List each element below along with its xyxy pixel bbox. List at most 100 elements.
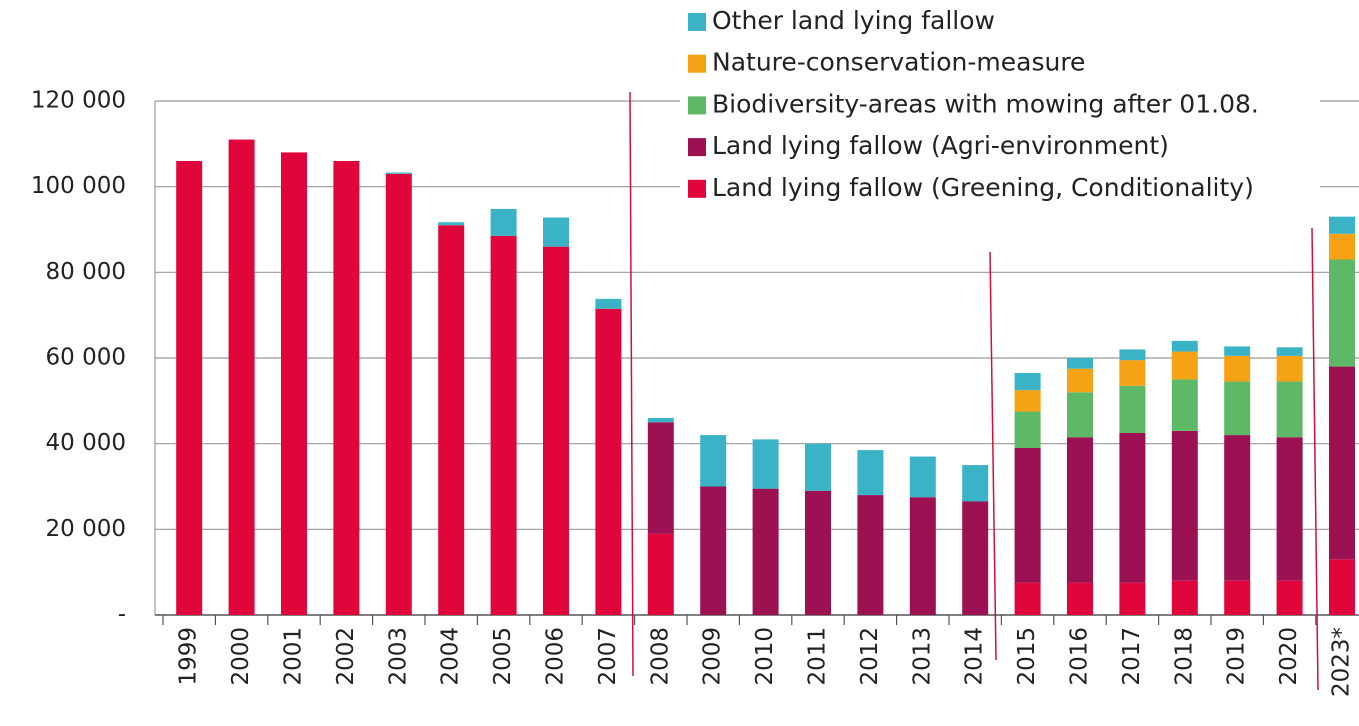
bar-segment [1014, 582, 1041, 615]
bar-segment [595, 298, 622, 309]
bar-segment [1329, 233, 1355, 260]
bar-segment [1119, 582, 1146, 615]
y-tick-label: 80 000 [46, 259, 126, 285]
bar-segment [1119, 432, 1146, 583]
bar-segment [647, 533, 674, 615]
bar-segment [1067, 392, 1093, 438]
x-tick-label: 2001 [281, 627, 307, 686]
x-tick-label: 2023* [1329, 627, 1355, 697]
bar-segment [543, 246, 569, 615]
bar-segment [438, 222, 465, 226]
bar-segment [385, 173, 412, 616]
bar-segment [700, 435, 727, 487]
legend-swatch [688, 13, 706, 31]
x-tick-label: 2007 [595, 627, 621, 686]
bar-segment [647, 417, 674, 423]
bar-segment [647, 422, 674, 534]
x-tick-label: 2017 [1119, 627, 1145, 686]
bar-segment [700, 486, 727, 615]
y-tick-label: 40 000 [46, 430, 126, 456]
bar-segment [805, 443, 831, 491]
x-tick-label: 2002 [333, 627, 359, 686]
y-tick-label: 60 000 [46, 345, 126, 371]
bar-segment [1067, 358, 1093, 369]
bar-segment [857, 495, 884, 615]
legend-swatch [688, 96, 706, 115]
x-tick-label: 2010 [752, 627, 778, 686]
x-tick-label: 2003 [385, 627, 411, 686]
bar-segment [1276, 580, 1303, 615]
bar-segment [543, 217, 569, 247]
bar-segment [1119, 360, 1146, 386]
bar-segment [1014, 372, 1041, 391]
y-tick-label: 20 000 [46, 516, 126, 542]
bar-segment [1329, 216, 1355, 234]
bar-segment [490, 235, 517, 616]
x-tick-label: 1999 [176, 627, 202, 686]
x-tick-label: 2000 [228, 627, 254, 686]
x-tick-label: 2004 [438, 627, 464, 686]
x-tick-label: 2019 [1224, 627, 1250, 686]
bar-segment [438, 225, 465, 615]
bar-segment [1329, 559, 1355, 615]
legend-swatch [688, 54, 706, 73]
x-tick-label: 2005 [490, 627, 516, 686]
legend-label: Land lying fallow (Greening, Conditional… [712, 173, 1254, 202]
bar-segment [1171, 379, 1198, 431]
x-tick-label: 2008 [647, 627, 673, 686]
bar-segment [1224, 355, 1251, 382]
bar-segment [1171, 430, 1198, 581]
x-tick-label: 2014 [962, 627, 988, 686]
x-tick-label: 2018 [1171, 627, 1197, 686]
bar-segment [281, 152, 307, 615]
bar-segment [1171, 351, 1198, 380]
bar-segment [1276, 381, 1303, 438]
bar-segment [1119, 385, 1146, 433]
bar-segment [1119, 349, 1146, 361]
bar-segment [176, 160, 203, 615]
bar-segment [1067, 368, 1093, 393]
legend-label: Land lying fallow (Agri-environment) [712, 131, 1169, 160]
separator [989, 251, 997, 661]
bar-segment [857, 450, 884, 496]
bar-segment [1171, 340, 1198, 352]
bar-segment [909, 456, 936, 498]
bar-segment [1224, 580, 1251, 615]
separator [1311, 227, 1319, 691]
bar-segment [962, 501, 989, 615]
bar-segment [385, 172, 412, 174]
bar-segment [752, 488, 779, 615]
y-tick-label: 100 000 [31, 173, 126, 199]
legend-label: Other land lying fallow [712, 6, 995, 35]
bar-segment [228, 139, 255, 616]
bar-segment [1014, 447, 1041, 583]
bar-segment [1014, 390, 1041, 412]
bar-segment [1171, 580, 1198, 615]
bar-segment [1224, 346, 1251, 356]
legend-swatch [688, 179, 706, 198]
bar-segment [595, 308, 622, 615]
legend-swatch [688, 138, 706, 157]
legend-label: Biodiversity-areas with mowing after 01.… [712, 89, 1259, 118]
x-tick-label: 2012 [857, 627, 883, 686]
x-tick-label: 2011 [805, 627, 831, 686]
bar-segment [1067, 437, 1093, 583]
bar-segment [1014, 411, 1041, 448]
x-tick-label: 2013 [909, 627, 935, 686]
bar-segment [1276, 347, 1303, 356]
x-tick-label: 2020 [1276, 627, 1302, 686]
bar-segment [909, 497, 936, 615]
y-tick-label: 120 000 [31, 88, 126, 114]
bar-segment [333, 160, 360, 615]
bar-segment [1276, 437, 1303, 581]
bar-segment [1067, 582, 1093, 615]
x-tick-label: 2016 [1067, 627, 1093, 686]
bar-segment [1224, 435, 1251, 581]
x-tick-label: 2009 [700, 627, 726, 686]
bar-segment [805, 490, 831, 615]
bar-segment [752, 439, 779, 489]
separator [629, 91, 634, 677]
bar-segment [1276, 355, 1303, 382]
y-tick-label: - [118, 602, 126, 628]
